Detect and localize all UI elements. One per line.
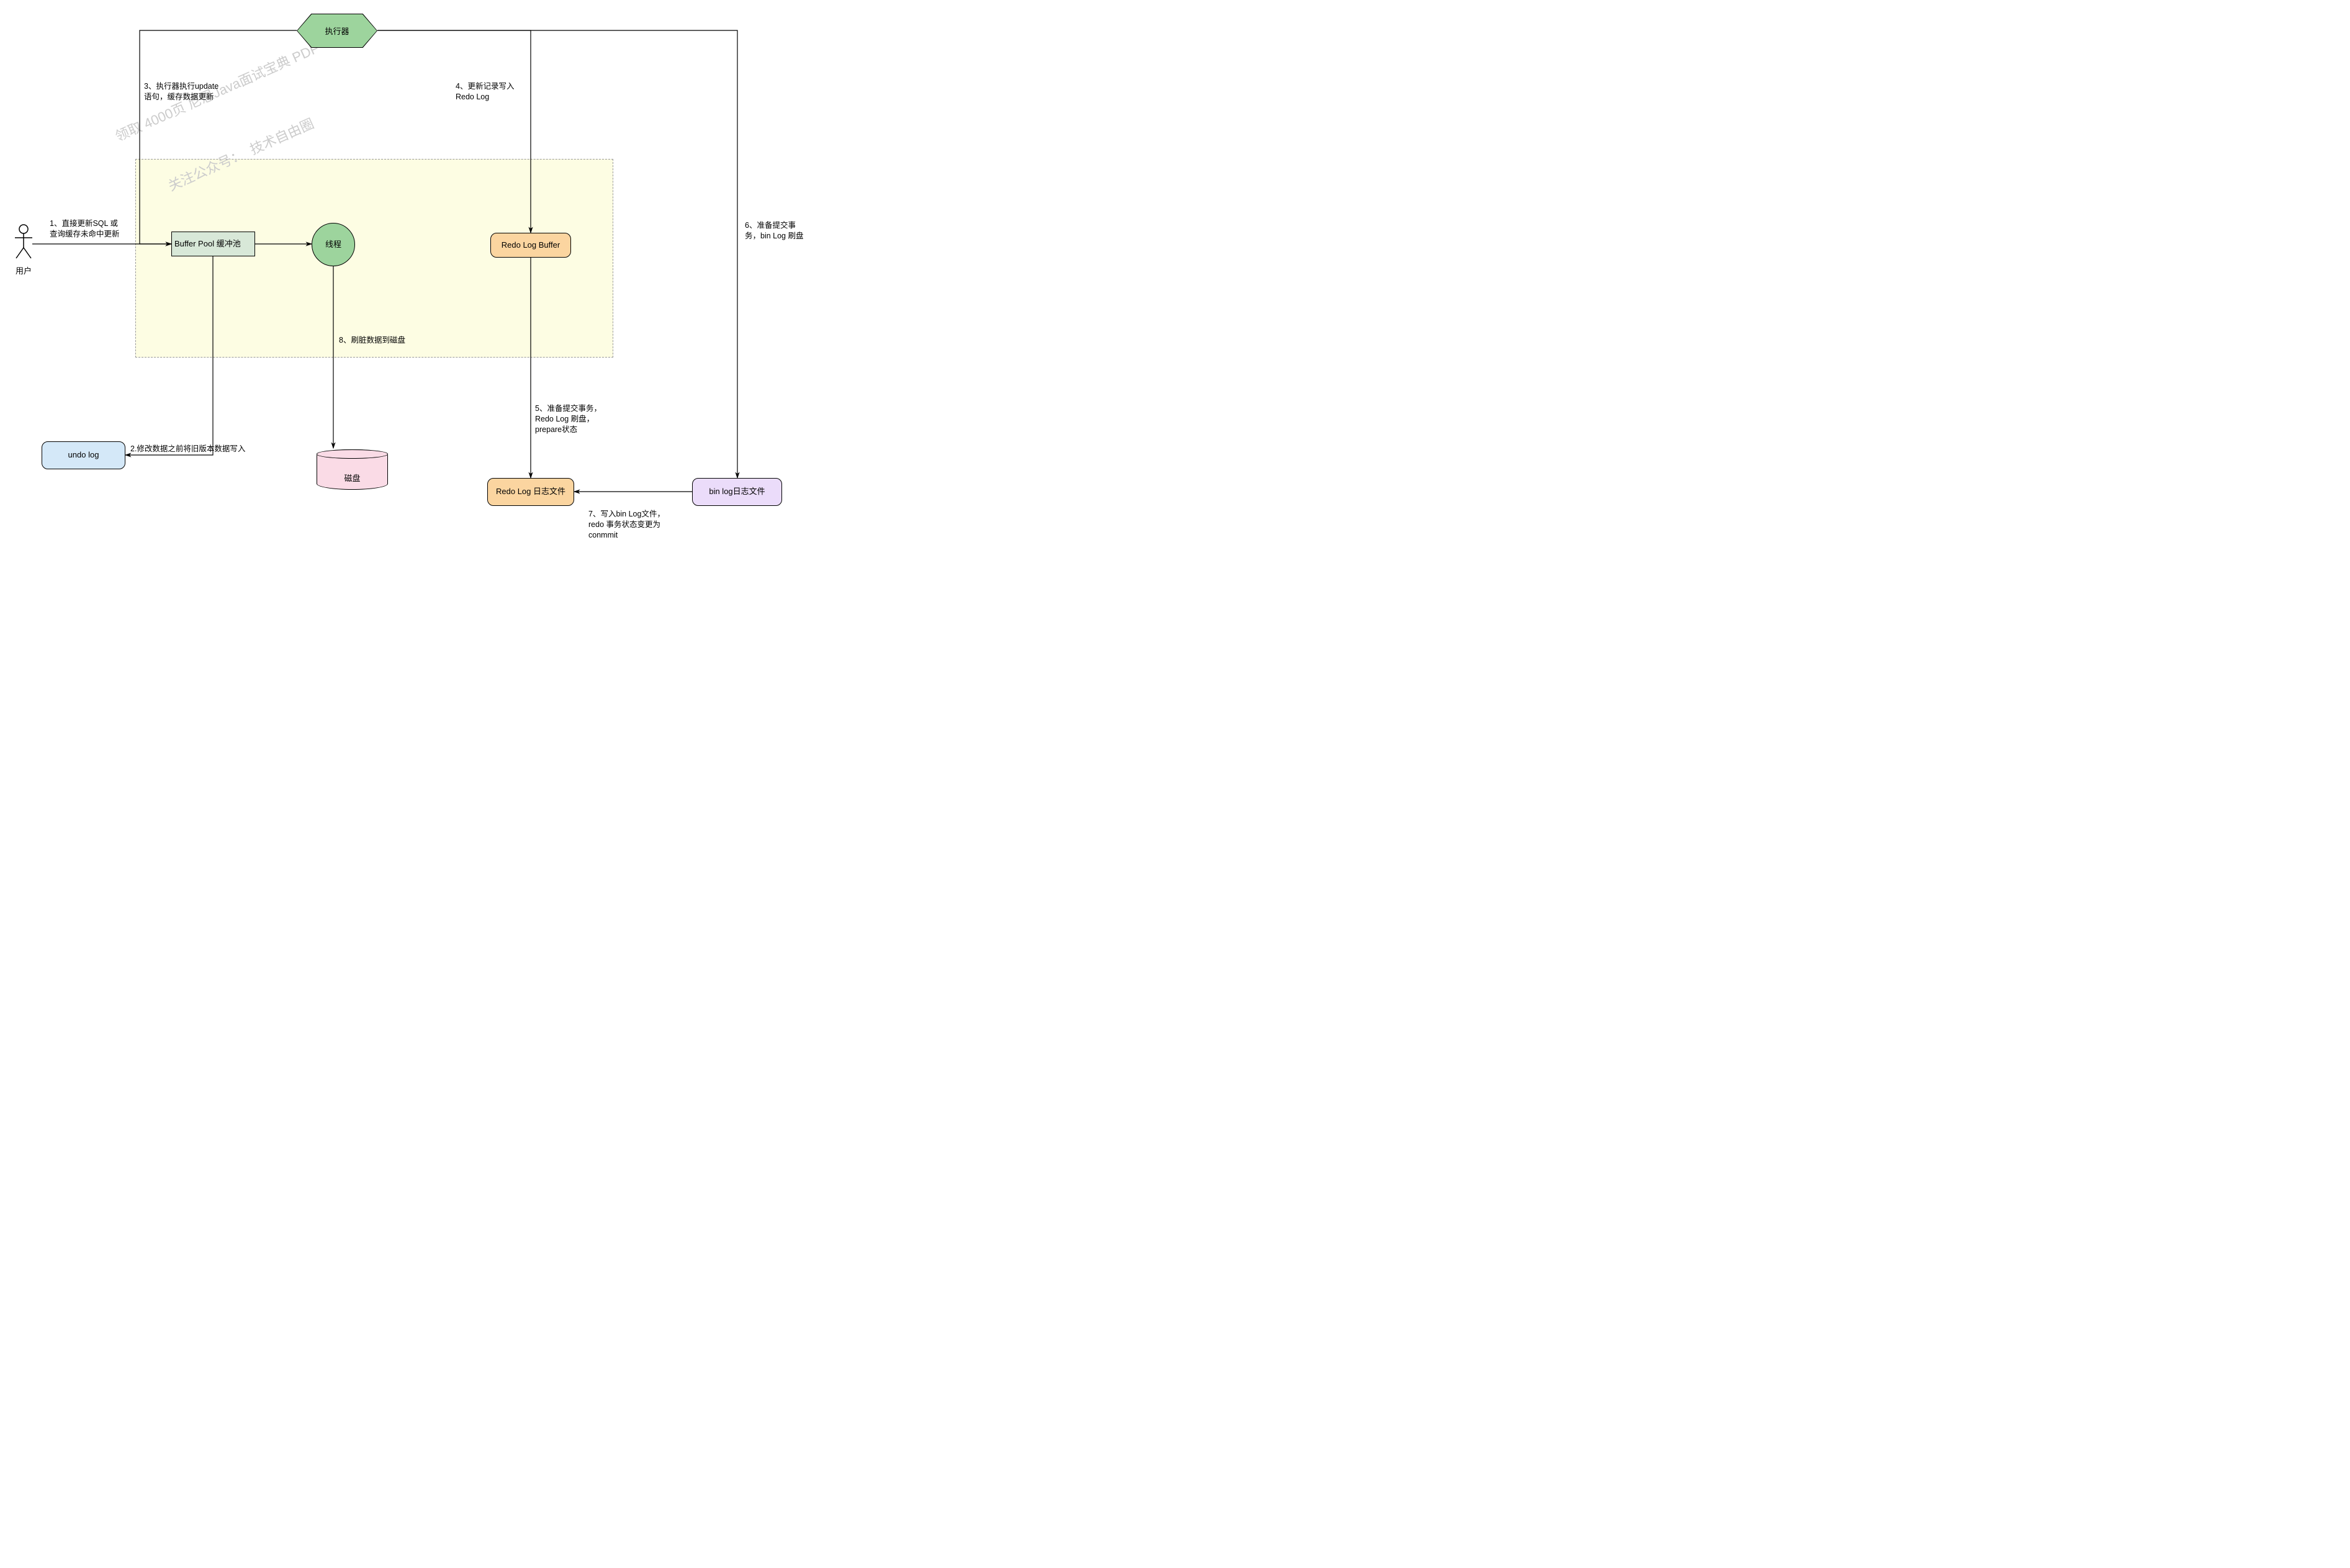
- redo-log-file-node: Redo Log 日志文件: [487, 478, 574, 506]
- user-label: 用户: [12, 264, 35, 276]
- edge-label-7: 7、写入bin Log文件， redo 事务状态变更为 conmmit: [588, 509, 665, 541]
- undo-log-node: undo log: [42, 441, 125, 469]
- edge-label-4: 4、更新记录写入 Redo Log: [456, 81, 514, 102]
- redo-log-buffer-node: Redo Log Buffer: [490, 233, 571, 258]
- thread-label: 线程: [325, 240, 341, 250]
- edge-label-3: 3、执行器执行update 语句，缓存数据更新: [144, 81, 218, 102]
- disk-node: 磁盘: [317, 449, 388, 490]
- bin-log-file-label: bin log日志文件: [709, 487, 765, 497]
- edge-label-5: 5、准备提交事务， Redo Log 刷盘， prepare状态: [535, 403, 601, 435]
- edge-label-6: 6、准备提交事 务，bin Log 刷盘: [745, 220, 803, 241]
- diagram-canvas: 领取 4000页 尼恩Java面试宝典 PDF 关注公众号： 技术自由圈 执行器…: [0, 0, 819, 546]
- disk-label: 磁盘: [317, 472, 387, 484]
- redo-log-buffer-label: Redo Log Buffer: [502, 240, 560, 251]
- executor-node: 执行器: [297, 14, 377, 48]
- edge-label-2: 2.修改数据之前将旧版本数据写入: [130, 444, 245, 454]
- user-actor: 用户: [12, 224, 35, 276]
- redo-log-file-label: Redo Log 日志文件: [496, 487, 565, 497]
- executor-label: 执行器: [325, 25, 349, 37]
- bin-log-file-node: bin log日志文件: [692, 478, 782, 506]
- buffer-pool-label: Buffer Pool 缓冲池: [172, 239, 254, 250]
- thread-node: 线程: [312, 223, 355, 266]
- buffer-pool-node: Buffer Pool 缓冲池: [171, 232, 255, 256]
- edge-label-8: 8、刷脏数据到磁盘: [339, 335, 405, 346]
- edge-label-1: 1、直接更新SQL 或 查询缓存未命中更新: [50, 219, 120, 240]
- dashed-region: [135, 159, 613, 358]
- undo-log-label: undo log: [68, 450, 99, 461]
